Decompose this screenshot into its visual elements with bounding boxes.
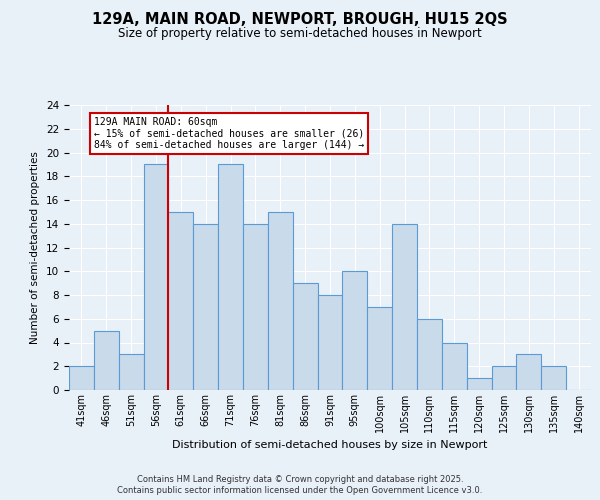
Bar (367, 307, 392, 390)
Text: Contains HM Land Registry data © Crown copyright and database right 2025.: Contains HM Land Registry data © Crown c… (137, 475, 463, 484)
Bar (143, 164, 169, 390)
Bar (491, 366, 517, 390)
Bar (268, 212, 293, 390)
Bar (392, 224, 417, 390)
Bar (417, 319, 442, 390)
Bar (193, 224, 218, 390)
Bar (442, 342, 467, 390)
Text: 129A MAIN ROAD: 60sqm
← 15% of semi-detached houses are smaller (26)
84% of semi: 129A MAIN ROAD: 60sqm ← 15% of semi-deta… (94, 117, 364, 150)
Bar (541, 366, 566, 390)
Y-axis label: Number of semi-detached properties: Number of semi-detached properties (31, 151, 40, 344)
Bar (517, 354, 541, 390)
Bar (169, 212, 193, 390)
Bar (69, 366, 94, 390)
Bar (317, 295, 343, 390)
Text: 129A, MAIN ROAD, NEWPORT, BROUGH, HU15 2QS: 129A, MAIN ROAD, NEWPORT, BROUGH, HU15 2… (92, 12, 508, 28)
X-axis label: Distribution of semi-detached houses by size in Newport: Distribution of semi-detached houses by … (172, 440, 488, 450)
Text: Contains public sector information licensed under the Open Government Licence v3: Contains public sector information licen… (118, 486, 482, 495)
Bar (218, 164, 243, 390)
Bar (94, 330, 119, 390)
Bar (343, 271, 367, 390)
Bar (293, 283, 317, 390)
Bar (243, 224, 268, 390)
Text: Size of property relative to semi-detached houses in Newport: Size of property relative to semi-detach… (118, 28, 482, 40)
Bar (119, 354, 143, 390)
Bar (467, 378, 491, 390)
